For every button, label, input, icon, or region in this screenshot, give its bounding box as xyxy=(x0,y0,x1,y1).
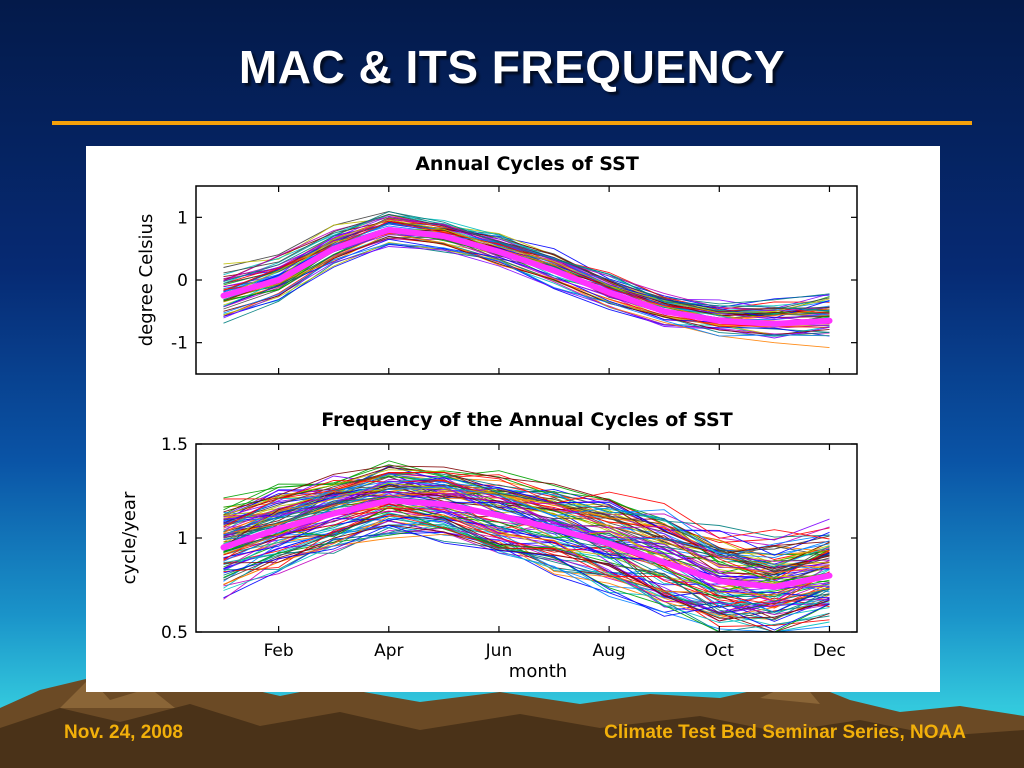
y-tick-label: 0 xyxy=(177,271,188,291)
ensemble-line xyxy=(223,231,830,337)
x-tick-label: Dec xyxy=(813,641,846,661)
ensemble-line xyxy=(223,220,830,314)
mean-line-group xyxy=(220,226,833,327)
y-tick-label: -1 xyxy=(171,334,188,354)
chart-annual-cycles: Annual Cycles of SST 1 0 -1 degree Celsius xyxy=(136,153,858,375)
annual-cycles-figure: Annual Cycles of SST 1 0 -1 degree Celsius… xyxy=(119,153,858,682)
chart-title: Annual Cycles of SST xyxy=(415,153,639,175)
ensemble-line xyxy=(223,242,830,337)
ensemble-line xyxy=(223,219,830,314)
x-tick-label: Aug xyxy=(593,641,626,661)
x-tick-label: Apr xyxy=(374,641,403,661)
ensemble-line xyxy=(223,211,830,312)
ensemble-line xyxy=(223,244,830,337)
figure-panel: Annual Cycles of SST 1 0 -1 degree Celsius… xyxy=(86,146,940,692)
ensemble-line xyxy=(223,486,830,559)
ensemble-line xyxy=(223,491,830,599)
ensemble-line xyxy=(223,503,830,609)
x-axis-label: month xyxy=(509,661,567,682)
ensemble-line xyxy=(223,496,830,621)
ensemble-line xyxy=(223,524,830,619)
ensemble-line xyxy=(223,235,830,336)
ensemble-line xyxy=(223,524,830,623)
ensemble-line xyxy=(223,480,830,593)
ensemble-line xyxy=(223,517,830,616)
ensemble-line xyxy=(223,515,830,605)
chart-title: Frequency of the Annual Cycles of SST xyxy=(321,409,732,431)
ensemble-line xyxy=(223,511,830,613)
y-tick-label: 1 xyxy=(177,208,188,228)
ensemble-line xyxy=(223,513,830,605)
ensemble-line xyxy=(223,491,830,562)
ensemble-lines xyxy=(223,460,830,633)
footer-date: Nov. 24, 2008 xyxy=(64,722,184,743)
ensemble-line xyxy=(223,524,830,631)
mean-line xyxy=(220,226,833,327)
x-tick-label: Jun xyxy=(485,641,513,661)
y-axis-label: cycle/year xyxy=(119,491,140,584)
axis-ticks: 1 0 -1 xyxy=(171,186,857,374)
ensemble-line xyxy=(223,472,830,573)
y-tick-label: 0.5 xyxy=(161,623,188,643)
slide-title: MAC & ITS FREQUENCY xyxy=(238,41,786,93)
y-axis-label: degree Celsius xyxy=(136,214,157,347)
title-underline xyxy=(52,121,972,125)
footer-source: Climate Test Bed Seminar Series, NOAA xyxy=(604,722,966,743)
mean-line-group xyxy=(220,497,833,590)
ensemble-line xyxy=(223,213,830,313)
ensemble-line xyxy=(223,514,830,596)
axis-ticks: 1.5 1 0.5 Feb Apr Jun Aug Oct Dec xyxy=(161,435,857,661)
x-tick-label: Oct xyxy=(705,641,735,661)
mean-line xyxy=(220,497,833,590)
mountain-landscape xyxy=(0,678,1024,768)
y-tick-label: 1 xyxy=(177,529,188,549)
ensemble-lines xyxy=(223,211,830,349)
x-tick-label: Feb xyxy=(264,641,294,661)
chart-frequency: Frequency of the Annual Cycles of SST 1.… xyxy=(119,409,858,682)
y-tick-label: 1.5 xyxy=(161,435,188,455)
ensemble-line xyxy=(223,472,830,540)
